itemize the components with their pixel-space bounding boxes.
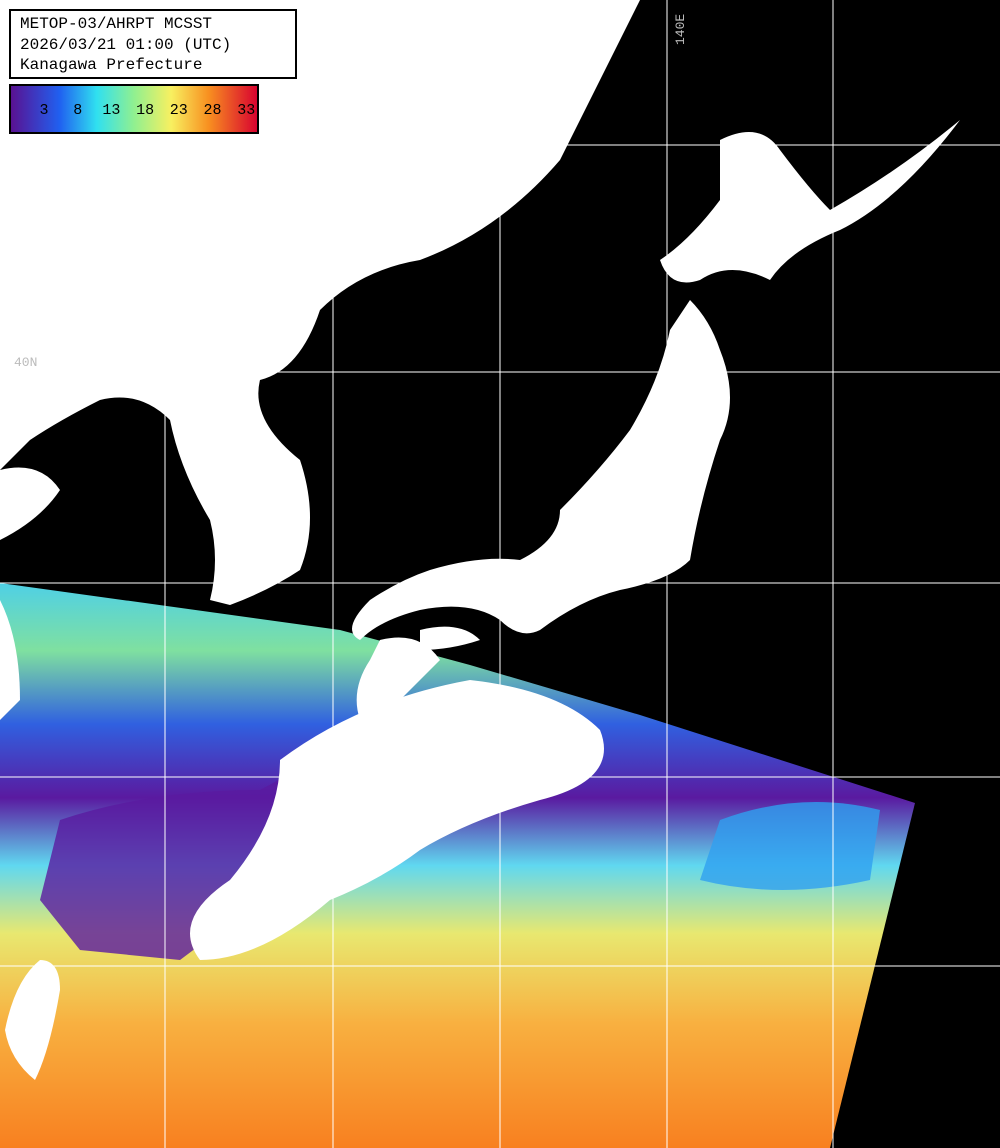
colorbar-labels: 3 8 13 18 23 28 33	[39, 102, 255, 119]
colorbar-label: 28	[203, 102, 221, 119]
header-box	[9, 9, 297, 79]
colorbar	[9, 84, 259, 134]
land-taiwan	[5, 960, 60, 1080]
land-shikoku	[420, 626, 480, 650]
header-line: METOP-03/AHRPT MCSST	[20, 15, 212, 33]
land-hokkaido	[660, 120, 960, 283]
header-line: Kanagawa Prefecture	[20, 56, 202, 74]
colorbar-label: 8	[73, 102, 82, 119]
colorbar-label: 3	[39, 102, 48, 119]
colorbar-label: 13	[102, 102, 120, 119]
sst-swath	[0, 583, 915, 1148]
land-kyushu	[356, 637, 440, 720]
colorbar-label: 33	[237, 102, 255, 119]
lat-label: 40N	[14, 355, 37, 370]
cool-area	[700, 802, 880, 890]
lon-label: 140E	[673, 14, 688, 45]
colorbar-label: 23	[170, 102, 188, 119]
land-coast	[0, 600, 20, 720]
colorbar-label: 18	[136, 102, 154, 119]
header-line: 2026/03/21 01:00 (UTC)	[20, 36, 231, 54]
land-honshu	[352, 300, 730, 640]
land-peninsula	[0, 467, 60, 540]
land-continent	[0, 0, 640, 605]
